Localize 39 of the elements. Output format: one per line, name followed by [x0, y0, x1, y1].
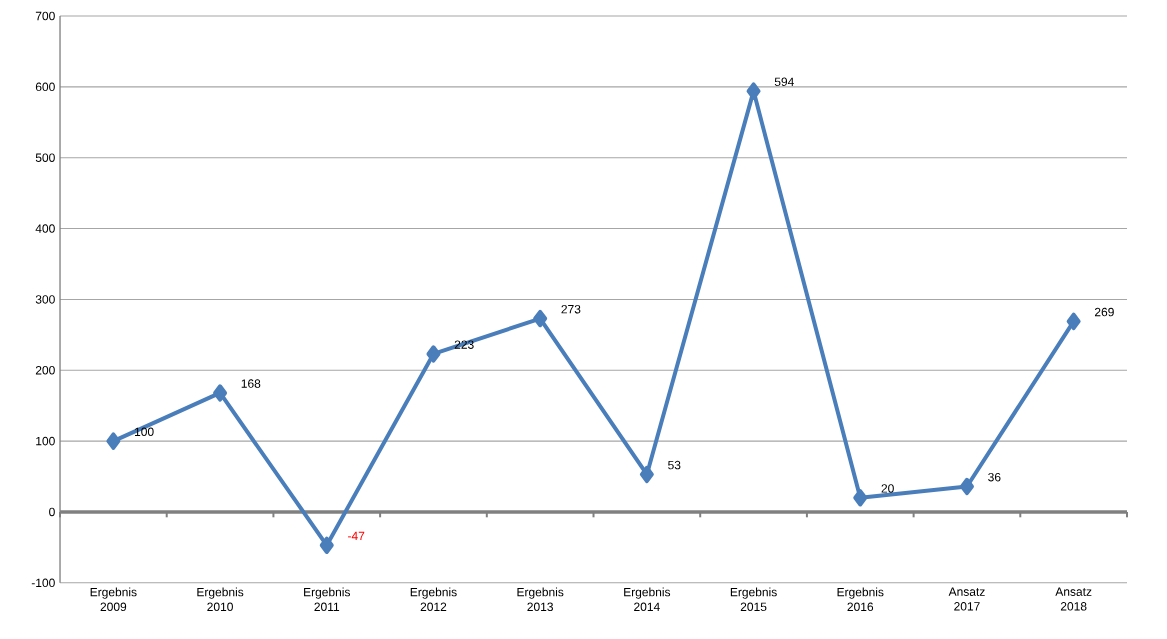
- point: [426, 345, 441, 363]
- point: [959, 477, 974, 496]
- data-label: 20: [881, 484, 894, 493]
- x-tick-label: Ergebnis 2016: [837, 587, 884, 612]
- point: [853, 489, 868, 507]
- point: [213, 384, 228, 402]
- y-tick-label: 0: [49, 507, 55, 517]
- y-tick-label: 400: [35, 224, 55, 233]
- x-tick-label: Ergebnis 2015: [730, 587, 777, 612]
- x-tick-label: Ansatz 2017: [948, 587, 985, 611]
- point: [639, 465, 654, 484]
- x-tick-label: Ergebnis 2012: [410, 587, 457, 612]
- y-tick-label: 300: [35, 295, 55, 304]
- data-label: 36: [988, 472, 1001, 482]
- data-label: 223: [454, 340, 474, 349]
- x-tick-label: Ergebnis 2009: [90, 587, 137, 612]
- x-tick-label: Ergebnis 2014: [624, 587, 671, 612]
- x-tick-label: Ergebnis 2011: [304, 587, 351, 612]
- point: [106, 432, 121, 450]
- y-tick-label: 500: [35, 153, 55, 163]
- data-label: 594: [774, 77, 794, 87]
- y-tick-label: 200: [35, 366, 55, 375]
- point: [746, 82, 761, 100]
- x-tick-label: Ergebnis 2010: [197, 587, 244, 612]
- point: [1066, 312, 1081, 331]
- data-label: 53: [668, 460, 681, 470]
- data-label: 273: [561, 305, 581, 314]
- x-tick-label: Ergebnis 2013: [517, 587, 564, 612]
- y-tick-label: 700: [35, 11, 55, 21]
- y-tick-label: 600: [35, 82, 55, 92]
- y-tick-label: -100: [31, 578, 55, 588]
- point: [533, 309, 548, 328]
- y-tick-label: 100: [36, 436, 55, 446]
- data-label: 100: [135, 427, 154, 437]
- point: [319, 536, 334, 555]
- data-label: 269: [1094, 307, 1114, 317]
- data-label: -47: [348, 531, 365, 541]
- x-tick-label: Ansatz 2018: [1055, 587, 1092, 611]
- data-label: 168: [241, 379, 261, 388]
